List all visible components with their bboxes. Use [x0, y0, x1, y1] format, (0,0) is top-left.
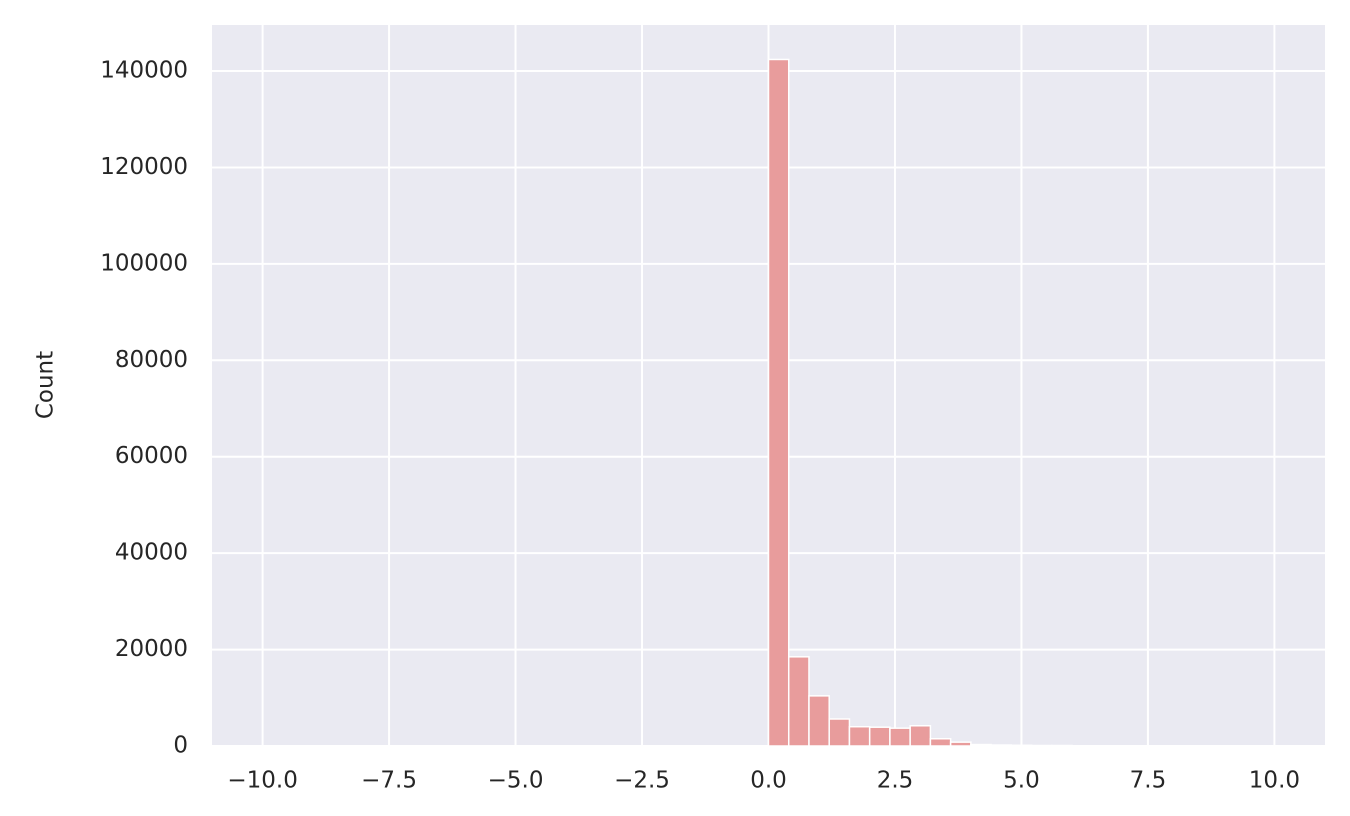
y-tick-label: 20000	[115, 636, 188, 662]
histogram-bar	[787, 656, 810, 747]
histogram-bar	[848, 725, 871, 747]
y-axis-label: Count	[33, 351, 59, 419]
x-tick-label: −10.0	[227, 768, 297, 794]
histogram-bar	[808, 695, 830, 747]
y-tick-label: 140000	[100, 58, 188, 84]
histogram-bar	[889, 727, 911, 747]
histogram-bar	[767, 58, 790, 747]
x-tick-label: 5.0	[1003, 768, 1040, 794]
y-tick-label: 100000	[100, 250, 188, 276]
y-tick-label: 120000	[100, 154, 188, 180]
y-tick-label: 0	[173, 733, 188, 759]
histogram-bar	[828, 718, 851, 747]
y-tick-label: 40000	[115, 540, 188, 566]
y-tick-label: 80000	[115, 347, 188, 373]
histogram-bar	[929, 738, 952, 747]
x-tick-label: −7.5	[361, 768, 417, 794]
histogram-bar	[1010, 744, 1033, 747]
x-tick-label: 7.5	[1130, 768, 1167, 794]
histogram-bar	[949, 741, 972, 747]
histogram-bar	[868, 726, 891, 747]
x-tick-label: 0.0	[750, 768, 787, 794]
histogram-bar	[909, 725, 932, 747]
x-tick-label: −2.5	[614, 768, 670, 794]
x-tick-label: −5.0	[488, 768, 544, 794]
y-tick-label: 60000	[115, 443, 188, 469]
x-tick-label: 2.5	[877, 768, 914, 794]
histogram-bar	[970, 743, 992, 747]
x-tick-label: 10.0	[1249, 768, 1300, 794]
histogram-bar	[990, 744, 1013, 747]
